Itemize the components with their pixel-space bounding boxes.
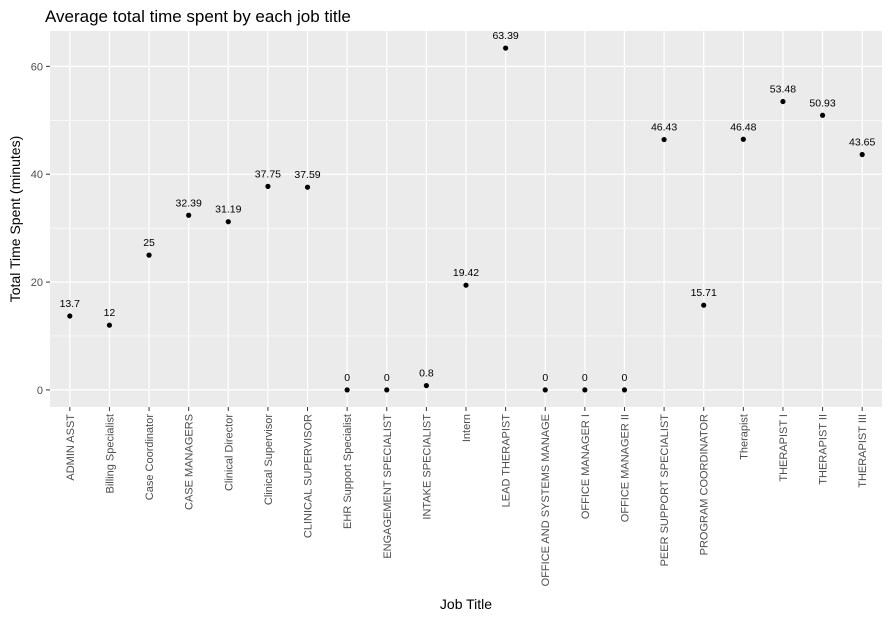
grid-major — [50, 31, 882, 407]
x-tick-label: THERAPIST II — [818, 414, 830, 485]
x-tick-label: Case Coordinator — [144, 414, 156, 501]
data-label: 12 — [104, 307, 116, 319]
data-point — [582, 387, 588, 393]
data-point — [661, 136, 667, 143]
data-label: 0 — [542, 372, 548, 384]
data-point — [304, 184, 311, 190]
data-label: 53.48 — [770, 84, 796, 96]
x-tick-label: PROGRAM COORDINATOR — [699, 414, 711, 555]
x-tick-label: CASE MANAGERS — [184, 414, 196, 510]
x-tick-label: Therapist — [738, 414, 750, 460]
data-label: 46.48 — [730, 121, 756, 133]
x-axis-title: Job Title — [440, 596, 492, 612]
x-tick-label: OFFICE MANAGER II — [619, 414, 631, 522]
data-point — [106, 322, 113, 328]
data-point — [780, 98, 786, 105]
data-point — [225, 219, 231, 225]
x-tick-label: Intern — [461, 414, 473, 442]
data-point — [463, 282, 469, 288]
data-label: 0 — [582, 372, 588, 384]
x-tick-label: CLINICAL SUPERVISOR — [303, 414, 315, 538]
data-point — [186, 212, 192, 218]
x-tick-label: Clinical Director — [223, 414, 235, 491]
data-label: 0 — [622, 372, 628, 384]
data-point — [423, 382, 429, 389]
data-label: 13.7 — [60, 298, 81, 310]
chart-title: Average total time spent by each job tit… — [45, 7, 351, 26]
x-tick-label: Clinical Supervisor — [263, 414, 275, 505]
x-tick-label: ADMIN ASST — [65, 414, 77, 481]
data-label: 46.43 — [651, 122, 677, 134]
data-label: 19.42 — [453, 267, 479, 279]
y-axis: 0 20 40 60 — [31, 61, 50, 397]
x-tick-label: INTAKE SPECIALIST — [421, 414, 433, 520]
data-label: 0.8 — [419, 368, 434, 380]
data-label: 32.39 — [176, 197, 202, 209]
data-point — [344, 387, 350, 393]
x-tick-label: OFFICE MANAGER I — [580, 414, 592, 519]
data-point — [621, 387, 628, 393]
data-point — [859, 151, 865, 158]
y-axis-title: Total Time Spent (minutes) — [7, 136, 23, 303]
data-labels: 13.7 12 25 32.39 31.19 37.75 37.59 0 0 0.8 19.42 63… — [60, 30, 876, 384]
data-label: 37.59 — [294, 169, 320, 181]
data-label: 37.75 — [255, 168, 281, 180]
data-point — [701, 302, 707, 308]
data-point — [740, 136, 746, 142]
data-point — [67, 313, 73, 319]
data-point — [503, 45, 509, 51]
data-label: 63.39 — [492, 30, 518, 42]
data-point — [384, 387, 390, 393]
x-tick-label: THERAPIST I — [778, 414, 790, 482]
x-tick-label: THERAPIST III — [857, 414, 869, 488]
data-point — [146, 252, 152, 258]
x-tick-label: LEAD THERAPIST — [501, 414, 513, 508]
x-axis: ADMIN ASST Billing Specialist Case Coordin… — [65, 407, 869, 586]
data-points — [67, 45, 865, 393]
data-point — [265, 183, 271, 189]
data-label: 15.71 — [691, 287, 717, 299]
y-tick-label: 60 — [31, 61, 43, 73]
y-tick-label: 40 — [31, 169, 43, 181]
x-tick-label: Billing Specialist — [104, 414, 116, 493]
data-label: 50.93 — [809, 97, 835, 109]
data-label: 0 — [344, 372, 350, 384]
data-point — [542, 387, 548, 393]
data-point — [819, 112, 826, 118]
x-tick-label: EHR Support Specialist — [342, 414, 354, 529]
x-tick-label: PEER SUPPORT SPECIALIST — [659, 414, 671, 567]
data-label: 0 — [384, 372, 390, 384]
x-tick-label: ENGAGEMENT SPECIALIST — [382, 414, 394, 559]
data-label: 31.19 — [215, 204, 241, 216]
y-tick-label: 20 — [31, 277, 43, 289]
data-label: 43.65 — [849, 137, 875, 149]
x-tick-label: OFFICE AND SYSTEMS MANAGE — [540, 414, 552, 586]
data-label: 25 — [143, 237, 155, 249]
y-tick-label: 0 — [37, 385, 43, 397]
